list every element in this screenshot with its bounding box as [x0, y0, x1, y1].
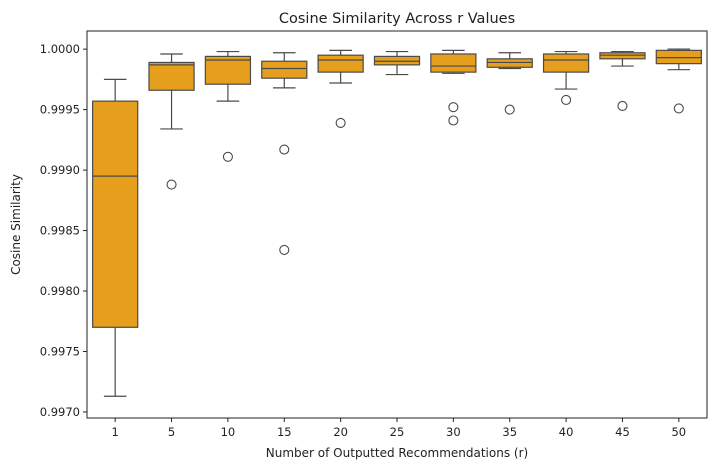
outlier-point: [561, 94, 572, 105]
box-iqr: [373, 55, 421, 66]
box-iqr: [92, 100, 139, 328]
box-group-r-5: [148, 53, 195, 190]
y-tick-label: 0.9970: [40, 405, 80, 419]
x-tick-label: 45: [615, 425, 630, 439]
box-iqr: [430, 53, 477, 73]
box-group-r-20: [317, 49, 364, 128]
box-iqr: [599, 52, 646, 60]
y-axis-label: Cosine Similarity: [9, 174, 23, 275]
x-tick-label: 30: [446, 425, 461, 439]
outlier-point: [617, 100, 628, 112]
box-group-r-15: [261, 52, 308, 255]
x-tick-label: 5: [168, 425, 175, 439]
box-group-r-1: [92, 78, 139, 397]
outlier-point: [673, 103, 684, 114]
y-tick-label: 0.9975: [40, 344, 80, 358]
box-group-r-40: [542, 50, 590, 105]
y-tick-label: 0.9995: [40, 103, 80, 117]
box-group-r-25: [373, 50, 421, 76]
x-tick-label: 40: [559, 425, 574, 439]
outlier-point: [448, 102, 459, 113]
box-iqr: [655, 49, 702, 65]
outlier-point: [504, 104, 515, 115]
x-axis: 1 5 10 15 20 25 30 35 40 45 50: [112, 418, 686, 439]
plot-frame: [86, 30, 708, 419]
box-iqr: [261, 60, 308, 79]
y-tick-label: 0.9980: [40, 284, 80, 298]
box-series: [92, 48, 702, 397]
box-iqr: [148, 61, 195, 91]
x-axis-label: Number of Outputted Recommendations (r): [266, 446, 528, 460]
box-group-r-50: [655, 48, 702, 114]
x-tick-label: 15: [277, 425, 292, 439]
box-group-r-35: [486, 52, 533, 115]
outlier-point: [279, 244, 290, 255]
outlier-point: [222, 151, 233, 162]
box-iqr: [486, 58, 533, 68]
x-tick-label: 1: [112, 425, 119, 439]
x-tick-label: 10: [221, 425, 236, 439]
y-tick-label: 1.0000: [40, 42, 80, 56]
y-tick-label: 0.9990: [40, 163, 80, 177]
x-tick-label: 50: [671, 425, 686, 439]
box-iqr: [204, 55, 252, 85]
x-tick-label: 35: [502, 425, 517, 439]
outlier-point: [448, 115, 459, 126]
outlier-point: [335, 117, 346, 128]
box-group-r-45: [599, 50, 646, 112]
x-tick-label: 20: [333, 425, 348, 439]
box-group-r-10: [204, 50, 252, 162]
box-group-r-30: [430, 49, 477, 126]
outlier-point: [166, 179, 177, 190]
outlier-point: [279, 144, 290, 155]
box-iqr: [317, 54, 364, 73]
box-iqr: [542, 53, 590, 73]
x-tick-label: 25: [390, 425, 405, 439]
chart-title: Cosine Similarity Across r Values: [279, 11, 515, 27]
y-tick-label: 0.9985: [40, 224, 80, 238]
y-axis: 0.9970 0.9975 0.9980 0.9985 0.9990 0.9995 1.00…: [40, 42, 87, 419]
